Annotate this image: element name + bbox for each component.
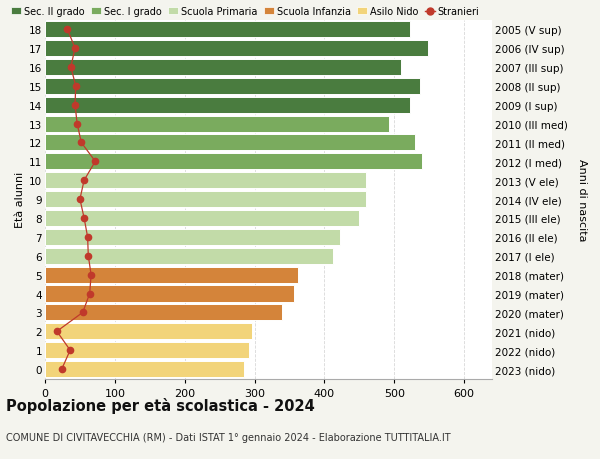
Text: COMUNE DI CIVITAVECCHIA (RM) - Dati ISTAT 1° gennaio 2024 - Elaborazione TUTTITA: COMUNE DI CIVITAVECCHIA (RM) - Dati ISTA…	[6, 432, 451, 442]
Bar	[45, 173, 366, 189]
Bar	[45, 192, 366, 207]
Bar	[45, 97, 410, 113]
Bar	[45, 305, 283, 321]
Bar	[45, 41, 428, 57]
Text: Popolazione per età scolastica - 2024: Popolazione per età scolastica - 2024	[6, 397, 315, 413]
Bar	[45, 135, 415, 151]
Bar	[45, 267, 298, 283]
Bar	[45, 116, 389, 132]
Bar	[45, 211, 359, 226]
Y-axis label: Età alunni: Età alunni	[15, 172, 25, 228]
Bar	[45, 324, 252, 340]
Legend: Sec. II grado, Sec. I grado, Scuola Primaria, Scuola Infanzia, Asilo Nido, Stran: Sec. II grado, Sec. I grado, Scuola Prim…	[11, 7, 479, 17]
Bar	[45, 248, 333, 264]
Bar	[45, 154, 422, 170]
Y-axis label: Anni di nascita: Anni di nascita	[577, 158, 587, 241]
Bar	[45, 22, 410, 38]
Bar	[45, 286, 293, 302]
Bar	[45, 361, 244, 377]
Bar	[45, 230, 340, 246]
Bar	[45, 78, 420, 95]
Bar	[45, 342, 249, 358]
Bar	[45, 60, 401, 76]
